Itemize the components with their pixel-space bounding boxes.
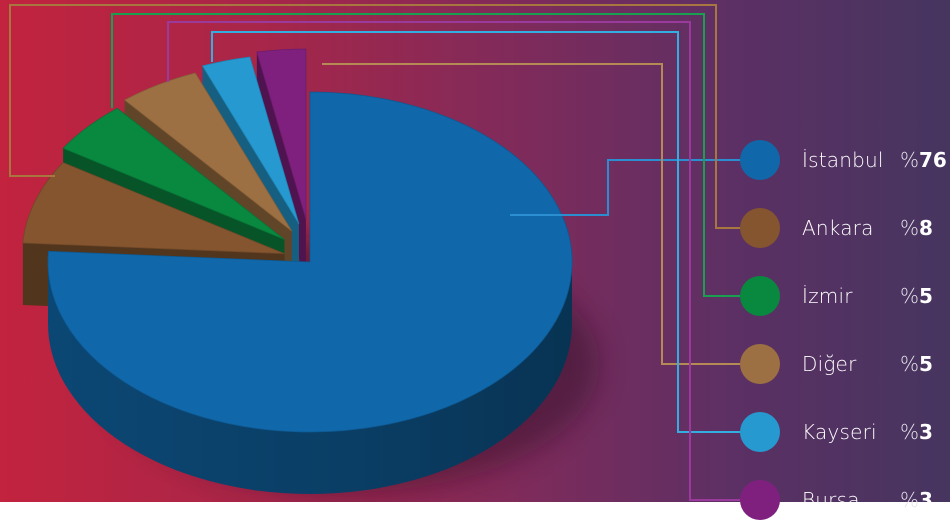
legend-value: %3 (900, 486, 933, 514)
chart-stage: İstanbul %76 Ankara %8 İzmir %5 Diğer %5 Kayseri… (0, 0, 950, 502)
legend-dot (740, 276, 780, 316)
legend-dot (740, 140, 780, 180)
legend-value-prefix: % (900, 352, 919, 376)
legend-value: %5 (900, 282, 933, 310)
legend-value: %5 (900, 350, 933, 378)
legend-value-number: 8 (919, 216, 933, 240)
legend-item-diger: Diğer %5 (740, 344, 950, 384)
legend-item-ankara: Ankara %8 (740, 208, 950, 248)
legend-item-istanbul: İstanbul %76 (740, 140, 950, 180)
legend-item-izmir: İzmir %5 (740, 276, 950, 316)
legend-value-number: 3 (919, 420, 933, 444)
legend-item-bursa: Bursa %3 (740, 480, 950, 520)
legend-dot (740, 344, 780, 384)
legend-value: %3 (900, 418, 933, 446)
legend-label: Ankara (802, 214, 874, 242)
legend-value-prefix: % (900, 148, 919, 172)
legend-value-prefix: % (900, 488, 919, 512)
legend-value-number: 5 (919, 352, 933, 376)
legend-value: %8 (900, 214, 933, 242)
legend-value-number: 5 (919, 284, 933, 308)
legend-value-number: 3 (919, 488, 933, 512)
legend-label: Diğer (802, 350, 857, 378)
legend-item-kayseri: Kayseri %3 (740, 412, 950, 452)
legend-label: İstanbul (802, 146, 884, 174)
legend-value-prefix: % (900, 216, 919, 240)
legend-label: Kayseri (802, 418, 877, 446)
legend-label: İzmir (802, 282, 853, 310)
legend-value-prefix: % (900, 284, 919, 308)
legend-value: %76 (900, 146, 947, 174)
legend-value-number: 76 (919, 148, 947, 172)
legend-dot (740, 480, 780, 520)
legend-dot (740, 412, 780, 452)
legend: İstanbul %76 Ankara %8 İzmir %5 Diğer %5 Kayseri… (0, 0, 950, 502)
legend-label: Bursa (802, 486, 860, 514)
legend-dot (740, 208, 780, 248)
legend-value-prefix: % (900, 420, 919, 444)
